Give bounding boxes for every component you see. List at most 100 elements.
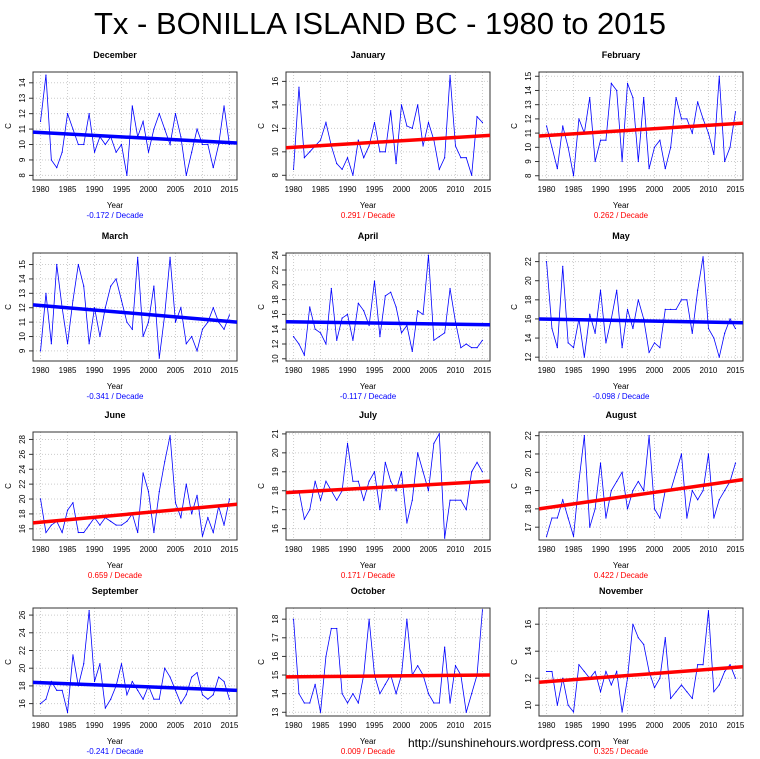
data-point [659,517,661,519]
data-point [702,489,704,492]
data-point [411,499,413,501]
y-tick-label: 17 [271,505,280,514]
data-point [648,168,650,170]
y-tick-label: 14 [524,333,533,342]
x-tick-label: 1980 [32,721,50,730]
trend-line [285,320,491,327]
x-tick-label: 1990 [339,366,357,375]
data-point [66,509,69,511]
y-tick-label: 14 [18,78,27,87]
data-point [395,162,397,165]
trend-per-decade-label: 0.171 / Decade [341,571,396,580]
x-tick-label: 1985 [312,545,330,554]
data-point [330,287,332,290]
x-tick-label: 1980 [538,721,556,730]
y-tick-label: 11 [18,124,27,133]
x-tick-label: 2005 [673,721,691,730]
y-tick-label: 16 [271,524,280,533]
data-point [218,143,220,146]
data-point [363,499,365,501]
data-point [724,332,726,334]
data-point [626,82,629,84]
x-tick-label: 2005 [420,366,438,375]
data-point [594,332,596,334]
y-tick-label: 18 [18,509,27,518]
data-point [207,698,209,700]
data-point [433,442,435,444]
y-tick-label: 20 [18,663,27,672]
data-point [578,664,580,666]
data-point [104,143,106,146]
data-point [363,157,365,159]
data-point [697,289,699,291]
data-point [589,526,591,528]
data-point [718,499,720,501]
x-axis-label: Year [360,382,377,391]
data-point [551,146,553,148]
trend-per-decade-label: 0.291 / Decade [341,211,396,220]
x-tick-label: 1995 [619,366,637,375]
trend-per-decade-label: -0.117 / Decade [340,392,397,401]
data-point [583,670,585,673]
data-point [724,670,726,673]
x-tick-label: 1985 [59,545,77,554]
y-tick-label: 18 [271,486,280,495]
series-line [293,432,483,539]
data-point [196,350,198,352]
data-point [734,677,737,679]
data-point [427,693,430,695]
data-point [153,698,155,700]
y-tick-label: 8 [271,173,280,178]
data-point [616,480,618,483]
x-axis-label: Year [613,561,630,570]
x-tick-label: 1990 [86,545,104,554]
data-point [104,307,106,309]
data-point [99,663,101,665]
data-point [384,151,386,153]
x-tick-label: 1990 [592,185,610,194]
data-point [707,132,710,134]
data-point [336,627,338,630]
data-point [724,160,726,163]
data-point [56,167,58,169]
trend-per-decade-label: 0.422 / Decade [594,571,649,580]
data-point [417,310,419,312]
data-point [207,517,209,519]
data-point [476,116,478,118]
data-point [643,96,645,99]
data-point [346,442,349,444]
data-point [39,120,42,122]
y-tick-label: 26 [18,610,27,619]
data-point [567,517,569,519]
data-point [697,499,699,501]
data-point [707,453,710,455]
x-tick-label: 2015 [221,721,239,730]
data-point [325,655,327,658]
x-tick-label: 1995 [366,366,384,375]
data-point [126,520,128,522]
data-point [120,663,123,665]
data-point [481,121,484,124]
data-point [368,145,370,147]
data-point [207,143,209,146]
data-point [363,310,365,312]
data-point [572,711,575,713]
data-point [212,307,214,309]
data-point [180,136,182,138]
data-point [319,139,322,141]
data-point [131,105,133,107]
y-tick-label: 22 [271,265,280,274]
data-point [659,677,661,679]
data-point [454,321,457,323]
y-axis-label: C [4,123,13,129]
x-tick-label: 2005 [167,185,185,194]
data-point [632,489,634,492]
data-point [325,121,327,124]
data-point [449,499,451,501]
x-tick-label: 1990 [86,721,104,730]
data-point [319,332,322,334]
x-tick-label: 1990 [339,545,357,554]
y-tick-label: 11 [524,128,533,137]
data-point [626,308,629,310]
data-point [137,689,139,691]
